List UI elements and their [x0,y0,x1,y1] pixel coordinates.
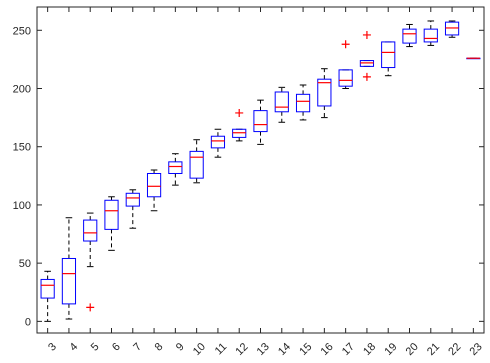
x-tick-label: 18 [361,341,378,358]
x-tick-label: 15 [297,341,314,358]
box-group-9 [168,153,183,186]
y-tick-label: 200 [13,84,31,96]
plot-area-background [37,7,484,333]
outlier-marker [86,303,95,312]
box-marks [40,20,481,322]
y-tick-label: 100 [13,200,31,212]
box-group-5 [83,212,98,312]
x-tick-label: 6 [110,341,123,354]
box-group-14 [274,86,289,123]
x-tick-label: 11 [213,341,230,358]
box-group-21 [423,20,438,46]
box-group-23 [466,57,481,60]
box [189,150,204,179]
box [295,93,311,113]
box [104,199,119,230]
x-tick-label: 22 [446,341,463,358]
box [146,172,162,198]
box [40,278,55,299]
x-tick-label: 4 [67,341,80,354]
x-tick-label: 19 [382,341,399,358]
box-group-4 [61,217,77,320]
plot-frame [36,6,485,334]
box-group-7 [125,189,140,229]
box [338,69,353,87]
y-tick-label: 0 [25,316,31,328]
box-group-3 [40,270,55,322]
box [83,219,98,242]
x-tick-label: 3 [46,341,59,354]
x-tick-label: 9 [174,341,187,354]
y-tick-label: 250 [13,25,31,37]
box-group-16 [317,68,332,119]
box [125,192,140,207]
box-group-19 [381,41,396,77]
x-tick-label: 12 [233,341,250,358]
box [402,28,417,44]
x-tick-label: 16 [319,341,336,358]
box [381,41,396,69]
outlier-marker [341,40,350,49]
x-tick-label: 13 [255,341,272,358]
box-group-22 [444,20,460,38]
box-group-11 [210,128,226,158]
box [317,78,332,107]
box-group-20 [402,23,417,48]
box-group-12 [232,108,247,142]
box [210,135,226,149]
x-tick-label: 7 [131,341,144,354]
x-tick-label: 23 [468,341,485,358]
box-group-8 [146,169,162,212]
x-tick-label: 17 [340,341,357,358]
x-tick-label: 14 [276,341,293,358]
x-tick-label: 5 [89,341,102,354]
box [253,110,268,133]
x-tick-label: 8 [153,341,166,354]
box [423,28,438,43]
x-tick-label: 21 [425,341,442,358]
box [61,257,77,305]
box-group-18 [359,30,375,81]
x-tick-label: 10 [191,341,208,358]
box-group-10 [189,139,204,184]
box-group-15 [295,84,311,121]
outlier-marker [362,72,371,81]
outlier-marker [235,108,244,117]
y-tick-label: 150 [13,142,31,154]
box-group-17 [338,40,353,89]
x-tick-label: 20 [404,341,421,358]
box-group-13 [253,99,268,145]
box [168,161,183,174]
y-tick-label: 50 [19,258,31,270]
outlier-marker [362,30,371,39]
box [274,91,289,113]
box-group-6 [104,196,119,251]
